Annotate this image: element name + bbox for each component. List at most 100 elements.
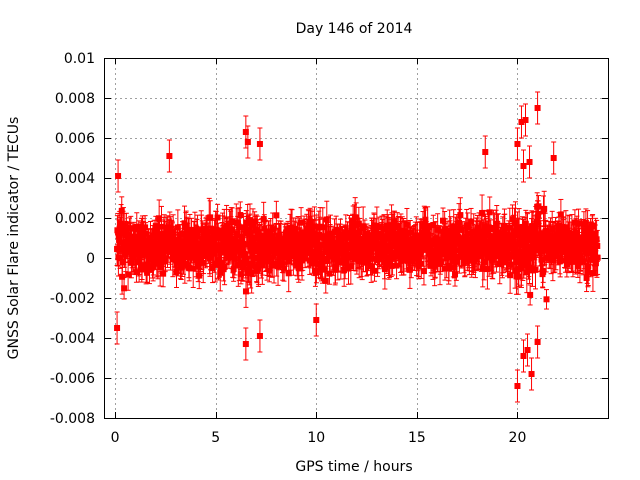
data-point (364, 259, 371, 266)
data-point (245, 266, 252, 273)
data-point (512, 219, 519, 226)
data-point (509, 216, 516, 223)
data-point (522, 220, 529, 227)
data-point (418, 260, 425, 267)
data-point (194, 247, 201, 254)
data-point (166, 224, 173, 231)
data-point (292, 225, 299, 232)
data-point (401, 229, 408, 236)
data-point (281, 265, 288, 272)
data-point (451, 264, 458, 271)
data-point (251, 245, 258, 252)
data-point (489, 256, 496, 263)
data-point (221, 263, 228, 270)
data-point (375, 224, 382, 231)
data-point (333, 226, 340, 233)
data-point (420, 268, 427, 275)
data-point (475, 253, 482, 260)
data-point (194, 228, 201, 235)
data-point (156, 215, 163, 222)
data-point (470, 228, 477, 235)
data-point (344, 234, 351, 241)
data-point (404, 237, 411, 244)
data-point (520, 262, 527, 269)
data-point (294, 255, 301, 262)
data-point (133, 269, 140, 276)
data-point (223, 222, 230, 229)
data-point (456, 225, 463, 232)
data-point (434, 226, 441, 233)
data-point (260, 216, 267, 223)
data-point (468, 218, 475, 225)
data-point (179, 230, 186, 237)
data-point (158, 223, 165, 230)
data-point (306, 228, 313, 235)
data-point (289, 227, 296, 234)
data-point (117, 226, 124, 233)
data-point (234, 220, 241, 227)
data-point (321, 242, 328, 249)
data-point (190, 265, 197, 272)
data-point (522, 238, 529, 245)
data-point (149, 232, 156, 239)
data-point (142, 230, 149, 237)
data-point (244, 269, 251, 276)
data-point (383, 243, 390, 250)
data-point (500, 259, 507, 266)
data-point (529, 227, 536, 234)
data-point (406, 266, 413, 273)
data-point (246, 217, 253, 224)
data-point (337, 259, 344, 266)
data-point (240, 224, 247, 231)
data-point (392, 253, 399, 260)
data-point (447, 227, 454, 234)
data-point (177, 264, 184, 271)
data-point (119, 246, 126, 253)
data-point (512, 267, 519, 274)
data-point (276, 232, 283, 239)
data-point (346, 229, 353, 236)
data-point (352, 255, 359, 262)
data-point (514, 228, 521, 235)
data-point (506, 224, 513, 231)
data-point (516, 224, 523, 231)
data-point (523, 269, 530, 276)
data-point (315, 243, 322, 250)
data-point (181, 243, 188, 250)
data-point (519, 257, 526, 264)
data-point (454, 258, 461, 265)
data-point (186, 265, 193, 272)
data-point (128, 259, 135, 266)
data-point (450, 223, 457, 230)
data-point (313, 269, 320, 276)
data-point (146, 266, 153, 273)
data-point (495, 231, 502, 238)
data-point (254, 231, 261, 238)
data-point (129, 254, 136, 261)
data-point (242, 260, 249, 267)
data-point (450, 258, 457, 265)
data-point (123, 227, 130, 234)
data-point (307, 219, 314, 226)
data-point (228, 226, 235, 233)
data-point (217, 269, 224, 276)
data-point (162, 255, 169, 262)
data-point (284, 243, 291, 250)
data-point (196, 241, 203, 248)
data-point (141, 245, 148, 252)
data-point (388, 262, 395, 269)
data-point (229, 218, 236, 225)
data-point (349, 230, 356, 237)
data-point (427, 245, 434, 252)
data-point (382, 247, 389, 254)
data-point (457, 212, 464, 219)
data-point (479, 209, 486, 216)
data-point (133, 251, 140, 258)
data-point (139, 263, 146, 270)
data-point (369, 255, 376, 262)
data-point (385, 230, 392, 237)
data-point (368, 263, 375, 270)
data-point (185, 234, 192, 241)
data-point (418, 229, 425, 236)
data-point (380, 252, 387, 259)
